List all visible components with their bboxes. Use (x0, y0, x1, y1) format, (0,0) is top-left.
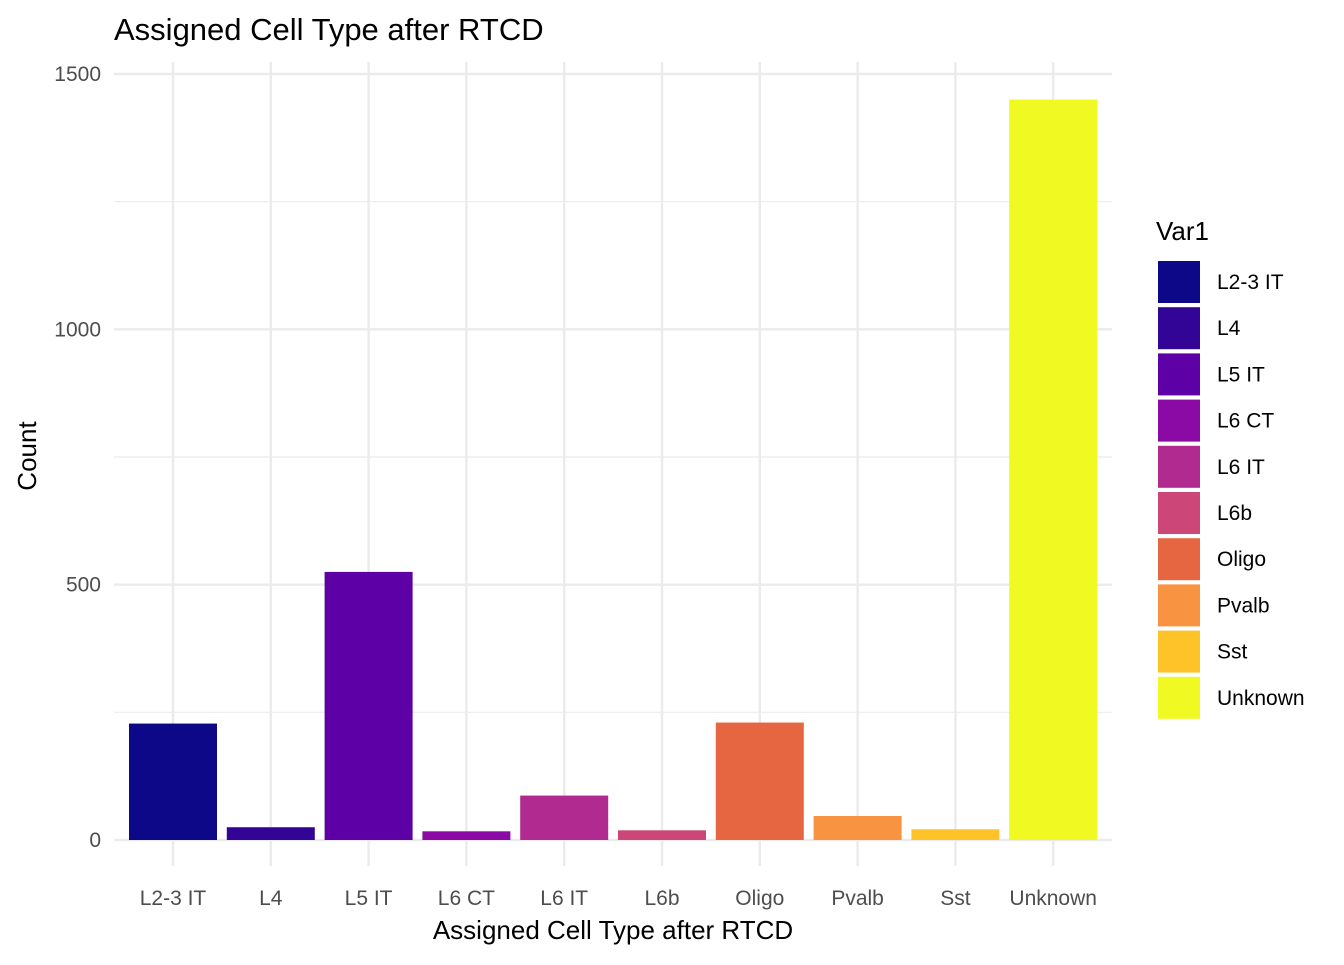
bars-layer (129, 99, 1098, 841)
legend: Var1 L2-3 IT L4 L5 IT L6 CT L6 IT L6b Oligo Pva… (1156, 216, 1305, 719)
x-tick-label: L2-3 IT (140, 887, 207, 910)
bar-pvalb (813, 815, 902, 840)
legend-label: Sst (1217, 641, 1248, 664)
chart-title: Assigned Cell Type after RTCD (114, 12, 544, 47)
legend-title: Var1 (1156, 216, 1209, 246)
legend-key (1158, 399, 1200, 442)
y-tick-label: 0 (89, 829, 101, 852)
legend-label: Pvalb (1217, 594, 1270, 617)
bar-l5-it (324, 571, 413, 840)
bar-l6-it (520, 795, 609, 840)
legend-key (1158, 584, 1200, 627)
legend-label: L6 IT (1217, 456, 1265, 479)
x-axis-title: Assigned Cell Type after RTCD (433, 915, 793, 945)
legend-label: L5 IT (1217, 363, 1265, 386)
legend-label: L4 (1217, 317, 1241, 340)
legend-label: Oligo (1217, 548, 1266, 571)
legend-key (1158, 630, 1200, 673)
bar-l6-ct (422, 831, 511, 840)
x-tick-label: Oligo (735, 887, 784, 910)
legend-label: L6b (1217, 502, 1252, 525)
legend-key (1158, 538, 1200, 581)
bar-unknown (1009, 99, 1098, 841)
x-tick-label: Unknown (1009, 887, 1097, 910)
x-tick-label: L5 IT (345, 887, 393, 910)
y-axis-title: Count (12, 421, 42, 491)
bar-l2-3-it (129, 723, 217, 840)
x-tick-label: L6 IT (540, 887, 588, 910)
legend-label: L6 CT (1217, 410, 1274, 433)
bar-sst (911, 829, 1000, 840)
x-tick-label: Pvalb (831, 887, 884, 910)
y-tick-label: 500 (66, 574, 101, 597)
bar-oligo (715, 722, 804, 840)
legend-key (1158, 445, 1200, 488)
legend-items: L2-3 IT L4 L5 IT L6 CT L6 IT L6b Oligo Pvalb Sst… (1158, 261, 1305, 719)
bar-l4 (226, 827, 315, 840)
x-tick-label: L6b (644, 887, 679, 910)
legend-key (1158, 676, 1200, 719)
legend-key (1158, 307, 1200, 350)
y-tick-label: 1000 (54, 318, 101, 341)
legend-key (1158, 492, 1200, 534)
grid-layer (114, 62, 1112, 866)
legend-label: L2-3 IT (1217, 271, 1284, 294)
x-tick-label: Sst (940, 887, 971, 910)
x-tick-label: L6 CT (438, 887, 495, 910)
legend-label: Unknown (1217, 687, 1305, 710)
legend-key (1158, 261, 1200, 303)
axis-layer: 0 500 1000 1500 L2-3 IT L4 L5 IT L6 CT L6 IT L6b O… (54, 63, 1097, 910)
y-tick-label: 1500 (54, 63, 101, 86)
legend-key (1158, 353, 1200, 396)
x-tick-label: L4 (259, 887, 283, 910)
bar-l6b (618, 830, 706, 840)
